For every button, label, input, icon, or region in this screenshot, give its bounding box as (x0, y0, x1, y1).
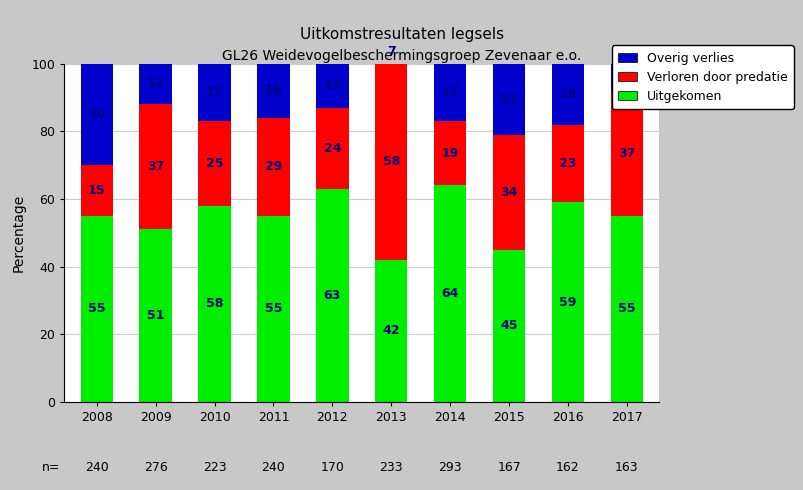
Bar (316, 108, 349, 189)
Bar (257, 64, 289, 118)
Bar (434, 64, 466, 121)
Bar (257, 118, 289, 216)
Text: 42: 42 (382, 324, 400, 337)
Text: 25: 25 (206, 157, 223, 170)
Text: 45: 45 (499, 319, 517, 332)
Text: 16: 16 (264, 84, 282, 97)
Bar (257, 216, 289, 402)
Text: 162: 162 (556, 462, 579, 474)
Bar (80, 165, 112, 216)
Text: 12: 12 (147, 77, 164, 91)
Bar (139, 64, 172, 104)
Y-axis label: Percentage: Percentage (12, 194, 26, 272)
Text: 30: 30 (88, 108, 105, 121)
Text: 63: 63 (324, 289, 340, 302)
Bar (139, 229, 172, 402)
Text: 29: 29 (264, 160, 282, 173)
Text: 240: 240 (261, 462, 285, 474)
Text: 17: 17 (206, 86, 223, 99)
Text: GL26 Weidevogelbeschermingsgroep Zevenaar e.o.: GL26 Weidevogelbeschermingsgroep Zevenaa… (222, 49, 581, 63)
Text: 163: 163 (614, 462, 638, 474)
Bar (80, 64, 112, 165)
Text: 23: 23 (559, 157, 576, 170)
Text: 233: 233 (379, 462, 402, 474)
Text: 34: 34 (499, 186, 517, 198)
Text: 58: 58 (206, 297, 223, 310)
Bar (610, 64, 642, 91)
Text: 13: 13 (324, 79, 340, 92)
Text: 170: 170 (320, 462, 344, 474)
Text: 276: 276 (144, 462, 167, 474)
Text: 24: 24 (323, 142, 340, 155)
Bar (316, 64, 349, 108)
Bar (80, 216, 112, 402)
Text: 240: 240 (85, 462, 108, 474)
Text: 167: 167 (496, 462, 520, 474)
Bar (492, 135, 524, 250)
Bar (492, 64, 524, 135)
Text: 55: 55 (618, 302, 635, 316)
Text: 223: 223 (202, 462, 226, 474)
Bar (551, 64, 584, 124)
Text: 19: 19 (441, 147, 459, 160)
Bar (610, 91, 642, 216)
Text: 37: 37 (147, 160, 164, 173)
Bar (610, 216, 642, 402)
Bar (198, 206, 230, 402)
Text: 18: 18 (559, 88, 576, 100)
Text: Uitkomstresultaten legsels: Uitkomstresultaten legsels (300, 27, 503, 42)
Text: 55: 55 (264, 302, 282, 316)
Bar (198, 64, 230, 121)
Text: 64: 64 (441, 287, 459, 300)
Bar (374, 40, 407, 64)
Bar (434, 185, 466, 402)
Text: 8: 8 (622, 71, 630, 84)
Text: 15: 15 (88, 184, 105, 197)
Bar (434, 121, 466, 185)
Text: 59: 59 (559, 295, 576, 309)
Bar (198, 121, 230, 206)
Text: 21: 21 (499, 93, 517, 106)
Bar (374, 64, 407, 260)
Bar (139, 104, 172, 229)
Bar (374, 260, 407, 402)
Bar (551, 124, 584, 202)
Bar (492, 250, 524, 402)
Text: 293: 293 (438, 462, 462, 474)
Text: 51: 51 (147, 309, 164, 322)
Text: 58: 58 (382, 155, 399, 168)
Text: 37: 37 (618, 147, 635, 160)
Text: 17: 17 (441, 86, 459, 99)
Legend: Overig verlies, Verloren door predatie, Uitgekomen: Overig verlies, Verloren door predatie, … (611, 46, 793, 109)
Text: n=: n= (42, 462, 60, 474)
Text: 7: 7 (386, 46, 395, 58)
Bar (551, 202, 584, 402)
Text: 55: 55 (88, 302, 105, 316)
Bar (316, 189, 349, 402)
